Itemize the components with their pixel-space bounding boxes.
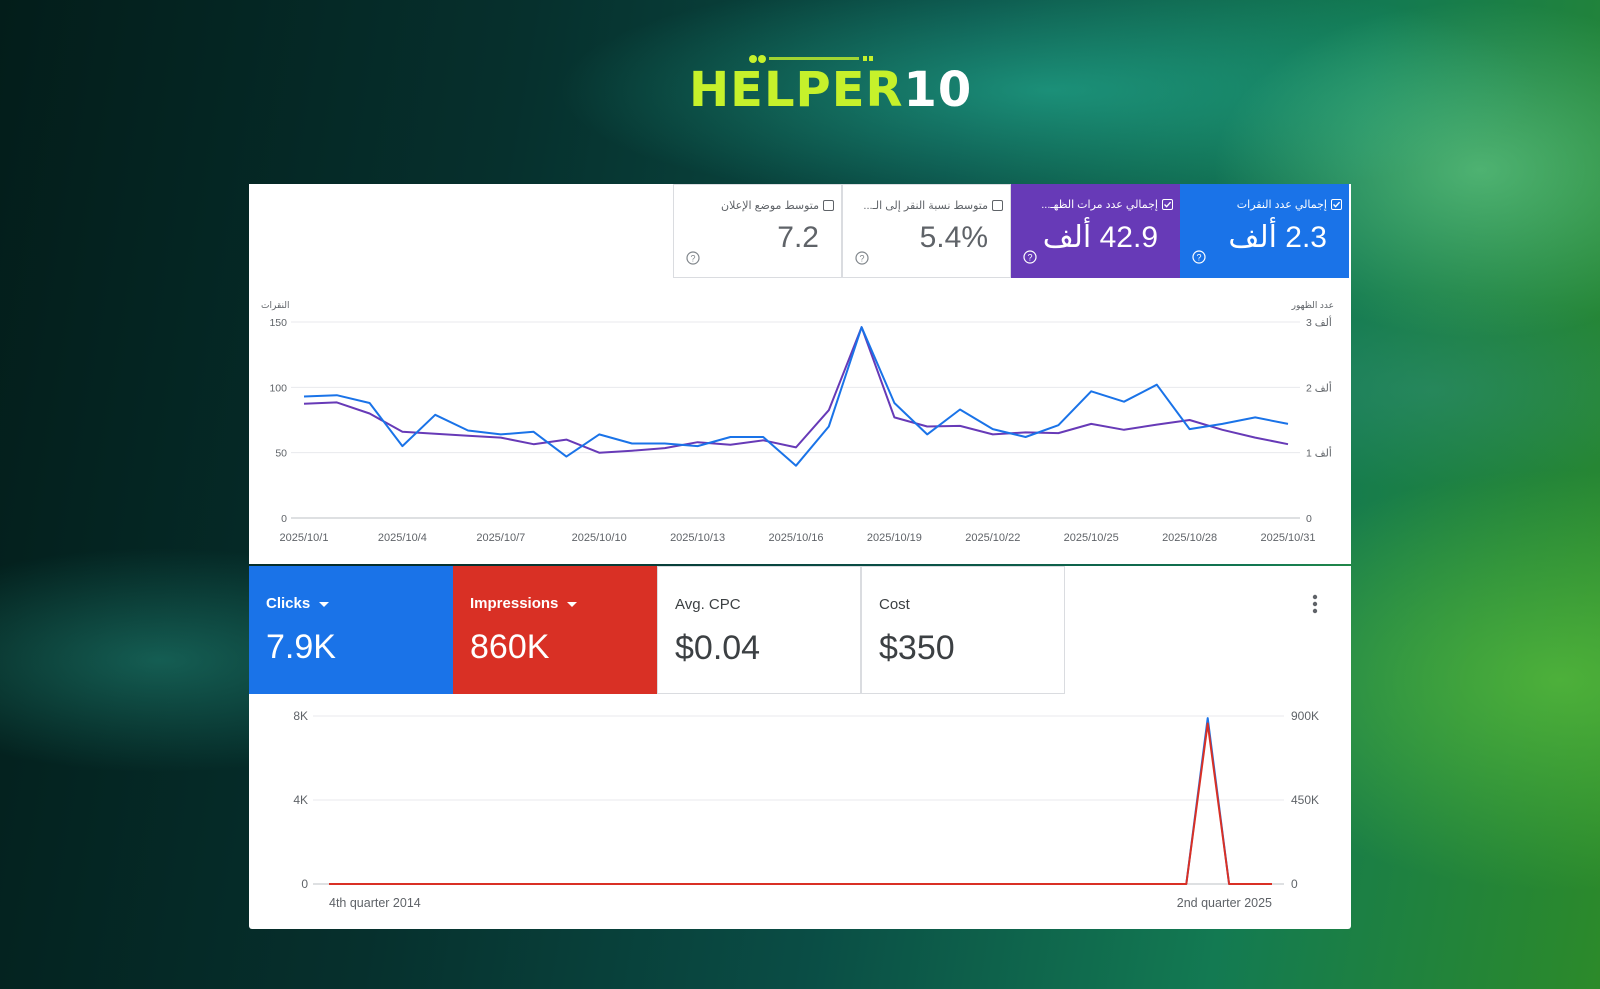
- y2-tick-label: 450K: [1291, 793, 1319, 807]
- help-circle-icon[interactable]: ?: [1023, 250, 1037, 264]
- y-tick-label: 150: [269, 317, 287, 329]
- kpi-label: إجمالي عدد مرات الظهـ...: [1041, 198, 1173, 211]
- checkbox-checked-icon[interactable]: [1331, 199, 1342, 210]
- quarterly-performance-chart: 0 4K 8K 0 450K 900K 4th quarter 2014 2nd quarte…: [293, 709, 1319, 910]
- logo-wordmark: HELPER10: [689, 62, 972, 118]
- x-tick-label: 2nd quarter 2025: [1177, 896, 1272, 910]
- kpi-avg-ctr[interactable]: متوسط نسبة النقر إلى الـ... 5.4% ?: [842, 184, 1011, 278]
- y-tick-label: 100: [269, 382, 287, 394]
- kpi-label: إجمالي عدد النقرات: [1237, 198, 1342, 211]
- svg-text:?: ?: [1196, 252, 1201, 262]
- x-tick-label: 2025/10/25: [1064, 532, 1119, 544]
- dropdown-arrow-icon[interactable]: [567, 601, 578, 607]
- series-line: [303, 326, 1289, 454]
- y-tick-label: 50: [275, 448, 287, 460]
- helper10-logo: HELPER10: [689, 54, 971, 124]
- help-circle-icon[interactable]: ?: [855, 251, 869, 265]
- x-tick-label: 2025/10/16: [768, 532, 823, 544]
- tile-clicks[interactable]: Clicks 7.9K: [249, 566, 453, 694]
- svg-text:?: ?: [1027, 252, 1032, 262]
- help-circle-icon[interactable]: ?: [1192, 250, 1206, 264]
- tile-label: Avg. CPC: [675, 596, 741, 613]
- logo-text-helper: HELPER: [689, 62, 904, 118]
- y2-tick-label: 1 ألف: [1306, 446, 1332, 460]
- y2-tick-label: 900K: [1291, 709, 1319, 723]
- x-tick-label: 2025/10/1: [280, 532, 329, 544]
- tile-impressions[interactable]: Impressions 860K: [453, 566, 657, 694]
- kpi-avg-position[interactable]: متوسط موضع الإعلان 7.2 ?: [673, 184, 842, 278]
- left-axis-title: النقرات: [261, 300, 290, 310]
- kpi-label: متوسط موضع الإعلان: [721, 199, 834, 212]
- top-performance-panel: إجمالي عدد النقرات 2.3 ألف ? إجمالي عدد …: [249, 184, 1351, 564]
- y-tick-label: 0: [301, 877, 308, 891]
- right-axis-title: عدد الظهور: [1291, 300, 1334, 310]
- kpi-label: متوسط نسبة النقر إلى الـ...: [863, 199, 1003, 212]
- svg-text:?: ?: [859, 253, 864, 263]
- y2-tick-label: 3 ألف: [1306, 315, 1332, 329]
- series-line: [329, 717, 1272, 885]
- kpi-total-impressions[interactable]: إجمالي عدد مرات الظهـ... 42.9 ألف ?: [1011, 184, 1180, 278]
- checkbox-unchecked-icon[interactable]: [823, 200, 834, 211]
- x-tick-label: 2025/10/13: [670, 532, 725, 544]
- y-tick-label: 4K: [293, 793, 308, 807]
- checkbox-checked-icon[interactable]: [1162, 199, 1173, 210]
- y2-tick-label: 2 ألف: [1306, 380, 1332, 394]
- tile-label[interactable]: Impressions: [470, 595, 578, 612]
- logo-text-10: 10: [903, 62, 973, 118]
- x-tick-label: 4th quarter 2014: [329, 896, 421, 910]
- daily-performance-chart: 0 50 100 150 0 1 ألف 2 ألف 3 ألف 2025/10/1 2025/1…: [269, 315, 1332, 544]
- tile-value: 7.9K: [266, 628, 336, 666]
- y2-tick-label: 0: [1306, 513, 1312, 525]
- checkbox-unchecked-icon[interactable]: [992, 200, 1003, 211]
- tile-value: $0.04: [675, 629, 761, 667]
- x-tick-label: 2025/10/10: [572, 532, 627, 544]
- help-circle-icon[interactable]: ?: [686, 251, 700, 265]
- x-tick-label: 2025/10/19: [867, 532, 922, 544]
- tile-avg-cpc[interactable]: Avg. CPC $0.04: [657, 566, 861, 694]
- y-tick-label: 0: [281, 513, 287, 525]
- series-line: [303, 326, 1289, 467]
- more-vertical-icon[interactable]: [1305, 592, 1325, 616]
- tile-value: $350: [879, 629, 955, 667]
- x-tick-label: 2025/10/7: [476, 532, 525, 544]
- tile-label[interactable]: Clicks: [266, 595, 330, 612]
- x-tick-label: 2025/10/31: [1260, 532, 1315, 544]
- y2-tick-label: 0: [1291, 877, 1298, 891]
- x-tick-label: 2025/10/22: [965, 532, 1020, 544]
- series-line: [329, 722, 1272, 885]
- logo-decoration: [749, 55, 873, 63]
- kpi-value: 42.9 ألف: [1042, 221, 1158, 254]
- y-tick-label: 8K: [293, 709, 308, 723]
- svg-text:?: ?: [690, 253, 695, 263]
- kpi-total-clicks[interactable]: إجمالي عدد النقرات 2.3 ألف ?: [1180, 184, 1349, 278]
- kpi-value: 5.4%: [919, 221, 988, 254]
- tile-label: Cost: [879, 596, 910, 613]
- tile-cost[interactable]: Cost $350: [861, 566, 1065, 694]
- kpi-value: 2.3 ألف: [1228, 221, 1327, 254]
- dropdown-arrow-icon[interactable]: [319, 601, 330, 607]
- bottom-performance-panel: Clicks 7.9K Impressions 860K Avg. CPC $0…: [249, 566, 1351, 929]
- x-tick-label: 2025/10/4: [378, 532, 427, 544]
- x-tick-label: 2025/10/28: [1162, 532, 1217, 544]
- tile-value: 860K: [470, 628, 550, 666]
- kpi-value: 7.2: [777, 221, 819, 254]
